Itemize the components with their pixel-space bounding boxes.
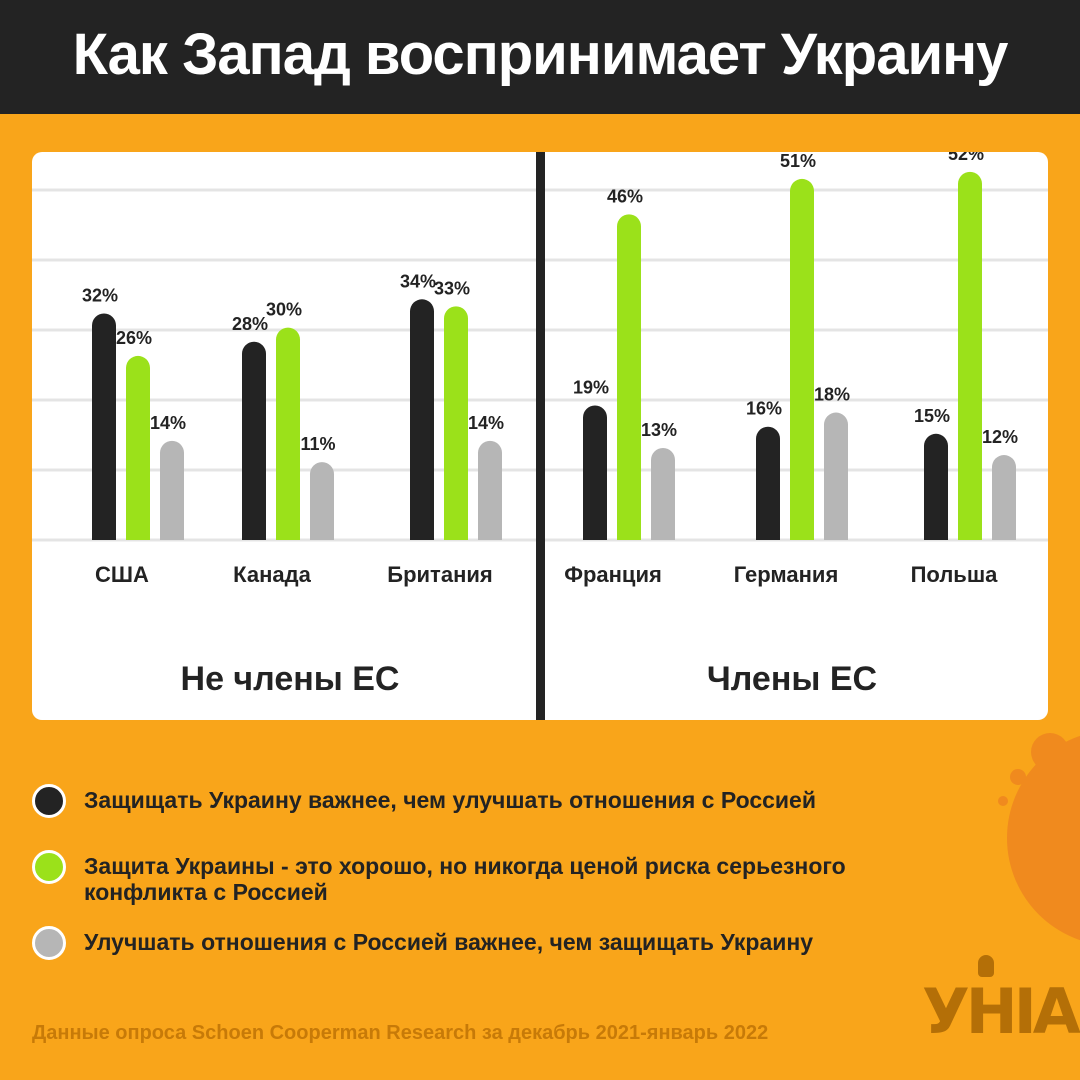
- decor-circle: [998, 796, 1008, 806]
- data-label: 12%: [982, 427, 1018, 447]
- data-label: 46%: [607, 186, 643, 206]
- source-note: Данные опроса Schoen Cooperman Research …: [32, 1022, 769, 1044]
- unian-logo: УНІАН: [922, 955, 1080, 1055]
- bar-chart: 32% 26% 14% США 28%30% 11% Канада 34%33% 14% Брит…: [32, 152, 1048, 720]
- bar: [651, 447, 675, 540]
- logo-text: УНІАН: [922, 975, 1080, 1048]
- bar: [444, 306, 468, 540]
- bar: [617, 214, 641, 540]
- data-label: 15%: [914, 406, 950, 426]
- bar: [824, 412, 848, 540]
- group-label: Члены ЕС: [707, 660, 877, 698]
- category-label: Канада: [233, 562, 311, 587]
- bar: [276, 327, 300, 540]
- bar: [992, 455, 1016, 540]
- bar: [92, 313, 116, 540]
- bar: [410, 299, 434, 540]
- data-label: 14%: [150, 413, 186, 433]
- bar: [924, 433, 948, 540]
- data-label: 19%: [573, 377, 609, 397]
- legend-swatch-green: [32, 850, 66, 884]
- bar: [242, 341, 266, 540]
- legend-label: Улучшать отношения с Россией важнее, чем…: [84, 929, 814, 955]
- data-label: 32%: [82, 285, 118, 305]
- data-label: 28%: [232, 314, 268, 334]
- group-divider: [536, 152, 545, 720]
- bar: [126, 355, 150, 540]
- data-label: 13%: [641, 420, 677, 440]
- data-label: 11%: [300, 434, 335, 454]
- legend-swatch-black: [32, 784, 66, 818]
- data-label: 16%: [746, 399, 782, 419]
- category-label: Британия: [387, 562, 492, 587]
- legend-label: Защита Украины - это хорошо, но никогда …: [84, 853, 846, 905]
- category-label: США: [95, 562, 149, 587]
- category-label: Польша: [911, 562, 999, 587]
- data-label: 14%: [468, 413, 504, 433]
- bar: [478, 440, 502, 540]
- title-bar: Как Запад воспринимает Украину: [0, 0, 1080, 114]
- category-label: Германия: [734, 562, 839, 587]
- group-label: Не члены ЕС: [181, 660, 400, 698]
- bar: [310, 462, 334, 540]
- data-label: 33%: [434, 278, 470, 298]
- legend-swatch-gray: [32, 926, 66, 960]
- page-title: Как Запад воспринимает Украину: [72, 22, 1009, 87]
- data-label: 18%: [814, 385, 850, 405]
- data-label: 30%: [266, 300, 302, 320]
- category-label: Франция: [564, 562, 662, 587]
- chart-panel: 32% 26% 14% США 28% 30% 11% Канада 34% 33% 14% Брит…: [32, 152, 1048, 720]
- bar: [790, 178, 814, 541]
- data-label: 52%: [948, 152, 984, 164]
- logo-mark-icon: [978, 955, 994, 977]
- data-label: 51%: [780, 152, 816, 171]
- bar: [958, 171, 982, 540]
- decor-big-circle: [1007, 735, 1080, 941]
- bar: [160, 440, 184, 540]
- legend-label: Защищать Украину важнее, чем улучшать от…: [84, 787, 816, 813]
- decor-circle: [1010, 769, 1026, 785]
- bar: [756, 426, 780, 540]
- bar: [583, 405, 607, 540]
- decor-circle: [1031, 733, 1069, 771]
- data-label: 26%: [116, 328, 152, 348]
- data-label: 34%: [400, 271, 436, 291]
